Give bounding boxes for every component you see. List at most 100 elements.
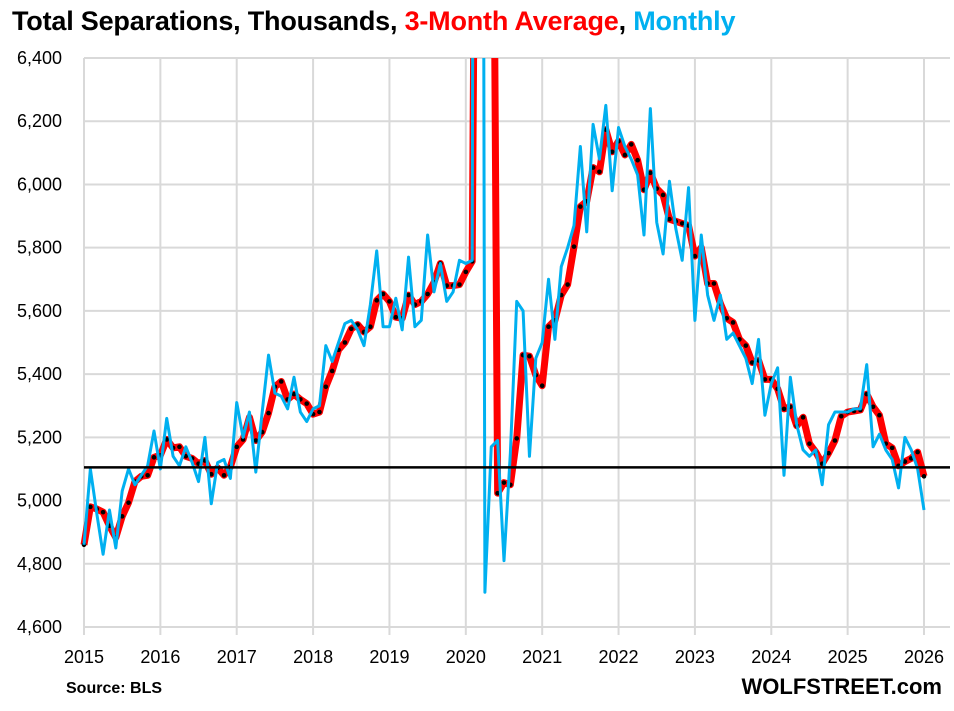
x-tick-label: 2023 [675,647,715,667]
average-point [266,410,271,416]
average-point [838,413,844,419]
y-tick-label: 5,200 [17,427,62,447]
average-point [374,298,380,303]
average-point [177,444,182,450]
average-point [425,291,430,297]
average-point [323,384,329,390]
average-point [342,340,348,345]
y-axis: 4,600 4,800 5,000 5,200 5,400 5,600 5,800 6,000… [17,48,62,637]
y-tick-label: 6,000 [17,174,62,194]
y-tick-label: 6,400 [17,48,62,68]
average-point [329,368,335,374]
average-point [546,324,551,329]
average-point [807,441,812,446]
average-point [304,401,310,406]
average-point [393,314,399,320]
x-tick-label: 2018 [293,647,333,667]
average-point [100,509,106,515]
brand-label: WOLFSTREET.com [741,674,942,699]
average-point [151,455,157,460]
average-point [800,415,806,420]
average-point [915,449,920,455]
plot-area [80,58,950,594]
average-point [609,149,615,155]
x-tick-label: 2020 [446,647,486,667]
x-tick-label: 2022 [599,647,639,667]
average-point [406,292,411,298]
average-point [278,379,284,384]
average-point [660,192,666,198]
average-point [463,269,469,275]
average-point [628,142,634,147]
average-point [762,377,768,382]
average-point [743,343,749,348]
x-tick-label: 2016 [140,647,180,667]
average-point [635,157,640,163]
grid [83,57,950,635]
average-point [88,504,93,510]
average-point [368,324,373,329]
y-tick-label: 5,000 [17,491,62,511]
average-point [679,221,685,226]
average-point [902,459,908,464]
average-point [877,412,882,418]
average-point [317,409,322,415]
x-axis: 2015 2016 2017 2018 2019 2020 2021 2022 2023 2024… [64,647,944,667]
average-point [711,281,717,286]
average-point [692,253,698,259]
x-tick-label: 2026 [904,647,944,667]
average-line [80,58,928,546]
average-point [622,152,628,158]
average-point [781,406,787,412]
x-tick-label: 2025 [828,647,868,667]
y-tick-label: 5,600 [17,301,62,321]
average-point [724,315,730,321]
average-point [571,244,577,249]
average-point [253,438,259,443]
y-tick-label: 4,800 [17,554,62,574]
average-point [514,436,520,441]
x-tick-label: 2021 [522,647,562,667]
average-point [539,383,545,389]
average-point [730,320,736,325]
y-tick-label: 5,800 [17,238,62,258]
average-point [826,450,831,456]
average-point [145,472,150,478]
average-point [667,216,672,222]
x-tick-label: 2017 [217,647,257,667]
average-point [221,472,227,478]
monthly-line [82,58,926,594]
average-point [119,514,125,519]
average-point [348,326,354,332]
average-point [921,474,927,479]
average-point [457,282,462,287]
average-point [234,444,240,450]
average-point [648,170,653,176]
average-point [832,438,838,443]
title-monthly: Monthly [633,6,736,36]
chart-title: Total Separations, Thousands, 3-Month Av… [12,6,735,37]
average-point [578,204,583,209]
average-point [501,480,507,485]
average-point [291,391,297,397]
y-tick-label: 6,200 [17,111,62,131]
x-tick-label: 2024 [751,647,791,667]
average-point [565,282,570,287]
average-point [387,299,392,304]
average-point [870,404,876,410]
title-average: 3-Month Average [404,6,619,36]
title-sep: , [618,6,634,36]
average-point [126,500,131,505]
x-tick-label: 2015 [64,647,104,667]
x-tick-label: 2019 [369,647,409,667]
y-tick-label: 5,400 [17,364,62,384]
source-label: Source: BLS [66,680,163,697]
average-point [597,169,602,175]
title-main: Total Separations, Thousands, [12,6,405,36]
average-point [208,471,214,477]
y-tick-label: 4,600 [17,617,62,637]
average-point [527,353,532,359]
average-point [889,445,895,451]
